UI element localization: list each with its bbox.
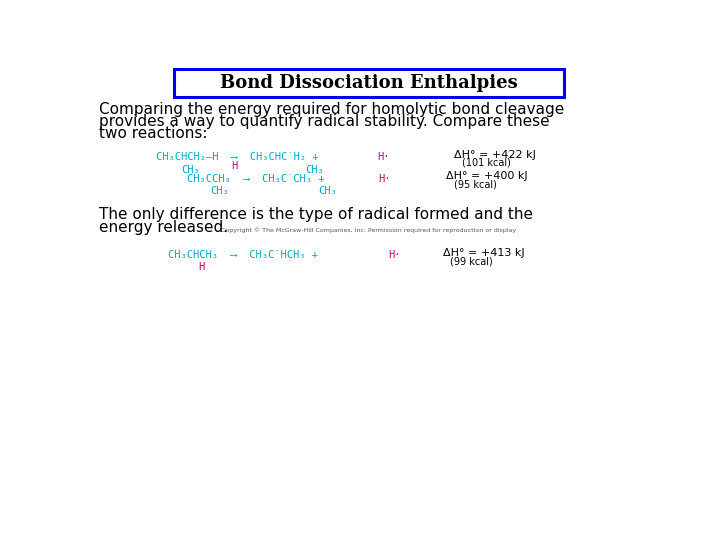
Text: CH₃CCH₃  ⟶  CH₃ĊCH₃ +: CH₃CCH₃ ⟶ CH₃ĊCH₃ + xyxy=(187,174,325,184)
Text: Copyright © The McGraw-Hill Companies, Inc. Permission required for reproduction: Copyright © The McGraw-Hill Companies, I… xyxy=(222,227,516,233)
Text: H·: H· xyxy=(377,152,390,162)
Text: H: H xyxy=(231,161,238,171)
Text: two reactions:: two reactions: xyxy=(99,126,208,141)
Text: H·: H· xyxy=(388,250,401,260)
Text: Comparing the energy required for homolytic bond cleavage: Comparing the energy required for homoly… xyxy=(99,102,564,117)
Text: ΔH° = +400 kJ: ΔH° = +400 kJ xyxy=(446,172,528,181)
Text: H: H xyxy=(199,261,204,272)
Text: ΔH° = +413 kJ: ΔH° = +413 kJ xyxy=(443,248,524,258)
Text: ΔH° = +422 kJ: ΔH° = +422 kJ xyxy=(454,150,536,160)
Text: The only difference is the type of radical formed and the: The only difference is the type of radic… xyxy=(99,207,534,222)
Text: CH₃CHCH₂—H  ⟶  CH₃CHĊH₂ +: CH₃CHCH₂—H ⟶ CH₃CHĊH₂ + xyxy=(156,152,318,162)
Text: provides a way to quantify radical stability. Compare these: provides a way to quantify radical stabi… xyxy=(99,114,550,129)
Text: CH₃: CH₃ xyxy=(210,186,229,196)
Text: (99 kcal): (99 kcal) xyxy=(451,257,493,267)
Text: CH₃CHCH₃  ⟶  CH₃ĊHCH₃ +: CH₃CHCH₃ ⟶ CH₃ĊHCH₃ + xyxy=(168,250,318,260)
Text: CH₃: CH₃ xyxy=(181,165,200,174)
Text: energy released.: energy released. xyxy=(99,220,228,234)
Text: (95 kcal): (95 kcal) xyxy=(454,179,497,189)
Text: CH₃: CH₃ xyxy=(319,186,338,196)
Text: CH₃: CH₃ xyxy=(305,165,324,174)
Text: (101 kcal): (101 kcal) xyxy=(462,158,511,167)
Text: H·: H· xyxy=(378,174,391,184)
Text: Bond Dissociation Enthalpies: Bond Dissociation Enthalpies xyxy=(220,75,518,92)
FancyBboxPatch shape xyxy=(174,70,564,97)
